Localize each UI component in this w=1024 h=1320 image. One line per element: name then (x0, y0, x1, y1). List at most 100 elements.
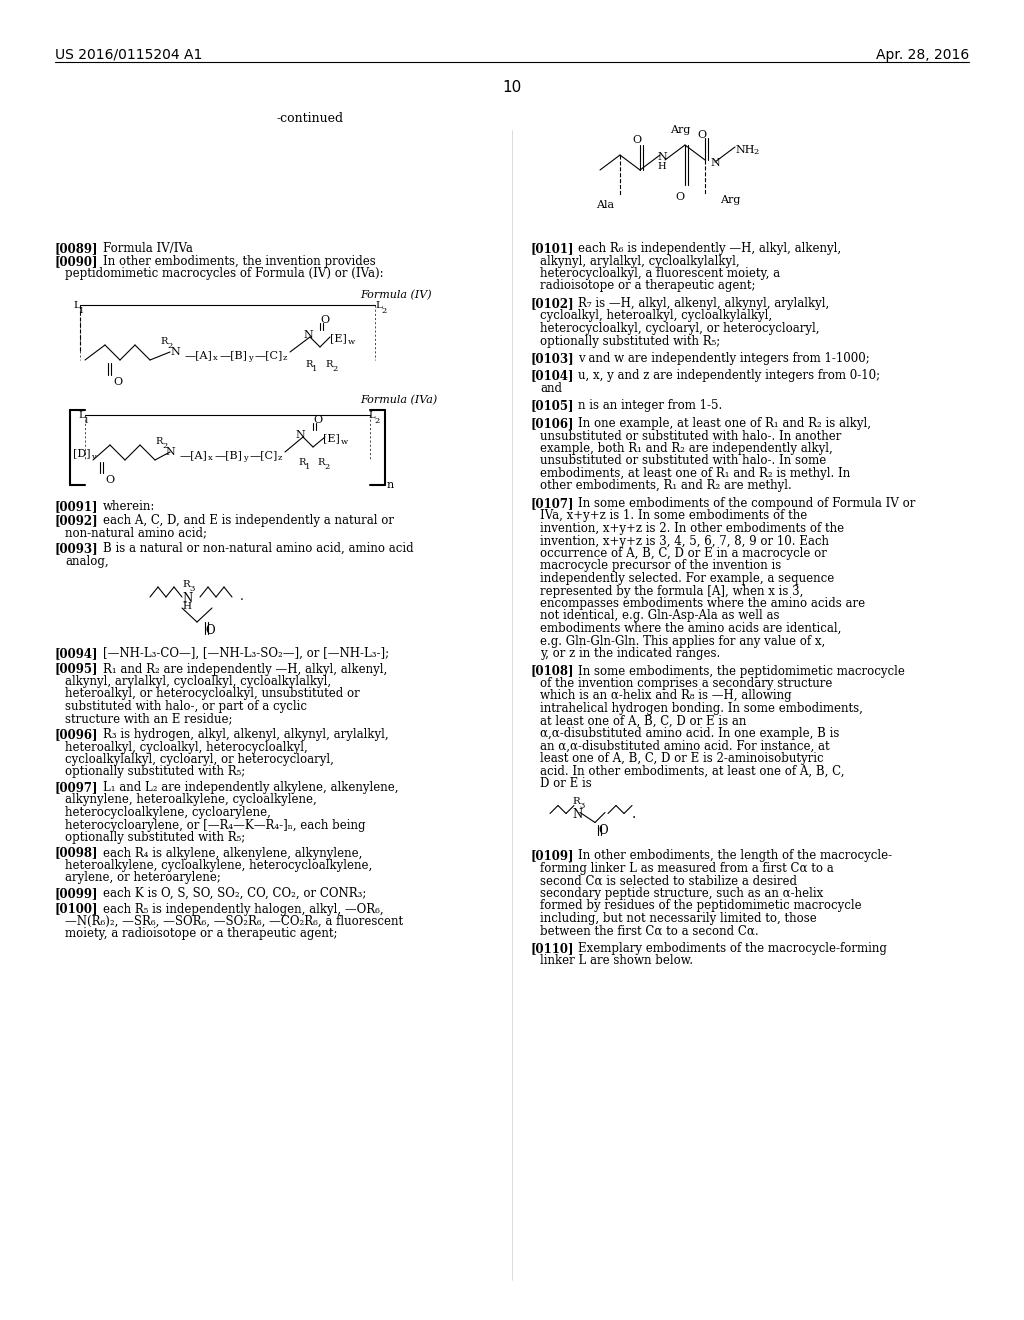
Text: N: N (165, 447, 175, 457)
Text: acid. In other embodiments, at least one of A, B, C,: acid. In other embodiments, at least one… (540, 764, 845, 777)
Text: 3: 3 (189, 585, 195, 593)
Text: substituted with halo-, or part of a cyclic: substituted with halo-, or part of a cyc… (65, 700, 307, 713)
Text: N: N (170, 347, 180, 356)
Text: 1: 1 (79, 308, 84, 315)
Text: [0106]: [0106] (530, 417, 573, 430)
Text: —[B]: —[B] (220, 350, 248, 360)
Text: each A, C, D, and E is independently a natural or: each A, C, D, and E is independently a n… (103, 513, 394, 527)
Text: macrocycle precursor of the invention is: macrocycle precursor of the invention is (540, 560, 781, 573)
Text: of the invention comprises a secondary structure: of the invention comprises a secondary s… (540, 677, 833, 690)
Text: which is an α-helix and R₈ is —H, allowing: which is an α-helix and R₈ is —H, allowi… (540, 689, 792, 702)
Text: L: L (375, 301, 382, 310)
Text: —[A]: —[A] (180, 450, 208, 459)
Text: In other embodiments, the length of the macrocycle-: In other embodiments, the length of the … (578, 850, 892, 862)
Text: —[C]: —[C] (255, 350, 284, 360)
Text: second Cα is selected to stabilize a desired: second Cα is selected to stabilize a des… (540, 874, 797, 887)
Text: [0096]: [0096] (55, 729, 98, 741)
Text: Formula (IVa): Formula (IVa) (360, 395, 437, 405)
Text: each K is O, S, SO, SO₂, CO, CO₂, or CONR₃;: each K is O, S, SO, SO₂, CO, CO₂, or CON… (103, 887, 367, 900)
Text: [D]: [D] (73, 447, 91, 458)
Text: Formula (IV): Formula (IV) (360, 290, 432, 301)
Text: O: O (697, 129, 707, 140)
Text: at least one of A, B, C, D or E is an: at least one of A, B, C, D or E is an (540, 714, 746, 727)
Text: [E]: [E] (323, 433, 340, 444)
Text: an α,α-disubstituted amino acid. For instance, at: an α,α-disubstituted amino acid. For ins… (540, 739, 829, 752)
Text: R: R (572, 796, 580, 805)
Text: R: R (155, 437, 163, 446)
Text: peptidomimetic macrocycles of Formula (IV) or (IVa):: peptidomimetic macrocycles of Formula (I… (65, 268, 384, 281)
Text: O: O (319, 315, 329, 325)
Text: R: R (305, 360, 312, 370)
Text: other embodiments, R₁ and R₂ are methyl.: other embodiments, R₁ and R₂ are methyl. (540, 479, 792, 492)
Text: w: w (348, 338, 355, 346)
Text: [0102]: [0102] (530, 297, 573, 310)
Text: encompasses embodiments where the amino acids are: encompasses embodiments where the amino … (540, 597, 865, 610)
Text: alkynylene, heteroalkylene, cycloalkylene,: alkynylene, heteroalkylene, cycloalkylen… (65, 793, 316, 807)
Text: 2: 2 (381, 308, 386, 315)
Text: optionally substituted with R₅;: optionally substituted with R₅; (65, 832, 246, 843)
Text: R: R (160, 337, 167, 346)
Text: v: v (91, 453, 96, 461)
Text: B is a natural or non-natural amino acid, amino acid: B is a natural or non-natural amino acid… (103, 543, 414, 554)
Text: each R₆ is independently —H, alkyl, alkenyl,: each R₆ is independently —H, alkyl, alke… (578, 242, 841, 255)
Text: y: y (243, 454, 248, 462)
Text: optionally substituted with R₅;: optionally substituted with R₅; (540, 334, 720, 347)
Text: forming linker L as measured from a first Cα to a: forming linker L as measured from a firs… (540, 862, 834, 875)
Text: [0095]: [0095] (55, 663, 98, 676)
Text: O: O (105, 475, 114, 484)
Text: [0110]: [0110] (530, 942, 573, 954)
Text: N: N (303, 330, 312, 341)
Text: cycloalkylalkyl, cycloaryl, or heterocycloaryl,: cycloalkylalkyl, cycloaryl, or heterocyc… (65, 752, 334, 766)
Text: 2: 2 (162, 442, 167, 450)
Text: In some embodiments, the peptidomimetic macrocycle: In some embodiments, the peptidomimetic … (578, 664, 905, 677)
Text: L₁ and L₂ are independently alkylene, alkenylene,: L₁ and L₂ are independently alkylene, al… (103, 781, 398, 795)
Text: R₃ is hydrogen, alkyl, alkenyl, alkynyl, arylalkyl,: R₃ is hydrogen, alkyl, alkenyl, alkynyl,… (103, 729, 389, 741)
Text: N: N (182, 591, 193, 605)
Text: [0099]: [0099] (55, 887, 98, 900)
Text: —[A]: —[A] (185, 350, 213, 360)
Text: .: . (240, 590, 244, 603)
Text: N: N (657, 152, 667, 162)
Text: z: z (278, 454, 283, 462)
Text: optionally substituted with R₅;: optionally substituted with R₅; (65, 766, 246, 779)
Text: O: O (113, 378, 122, 387)
Text: 2: 2 (324, 463, 330, 471)
Text: [—NH-L₃-CO—], [—NH-L₃-SO₂—], or [—NH-L₃-];: [—NH-L₃-CO—], [—NH-L₃-SO₂—], or [—NH-L₃-… (103, 647, 389, 660)
Text: [0090]: [0090] (55, 255, 98, 268)
Text: [0093]: [0093] (55, 543, 98, 554)
Text: —[B]: —[B] (215, 450, 243, 459)
Text: [0089]: [0089] (55, 242, 98, 255)
Text: embodiments, at least one of R₁ and R₂ is methyl. In: embodiments, at least one of R₁ and R₂ i… (540, 467, 850, 480)
Text: e.g. Gln-Gln-Gln. This applies for any value of x,: e.g. Gln-Gln-Gln. This applies for any v… (540, 635, 825, 648)
Text: n: n (387, 480, 394, 490)
Text: y: y (248, 354, 253, 362)
Text: In one example, at least one of R₁ and R₂ is alkyl,: In one example, at least one of R₁ and R… (578, 417, 871, 430)
Text: each R₄ is alkylene, alkenylene, alkynylene,: each R₄ is alkylene, alkenylene, alkynyl… (103, 846, 362, 859)
Text: H: H (657, 162, 666, 172)
Text: independently selected. For example, a sequence: independently selected. For example, a s… (540, 572, 835, 585)
Text: occurrence of A, B, C, D or E in a macrocycle or: occurrence of A, B, C, D or E in a macro… (540, 546, 826, 560)
Text: radioisotope or a therapeutic agent;: radioisotope or a therapeutic agent; (540, 280, 756, 293)
Text: [E]: [E] (330, 333, 347, 343)
Text: [0094]: [0094] (55, 647, 98, 660)
Text: 1: 1 (305, 463, 310, 471)
Text: [0109]: [0109] (530, 850, 573, 862)
Text: example, both R₁ and R₂ are independently alkyl,: example, both R₁ and R₂ are independentl… (540, 442, 833, 455)
Text: embodiments where the amino acids are identical,: embodiments where the amino acids are id… (540, 622, 842, 635)
Text: 2: 2 (167, 342, 172, 350)
Text: IVa, x+y+z is 1. In some embodiments of the: IVa, x+y+z is 1. In some embodiments of … (540, 510, 807, 523)
Text: u, x, y and z are independently integers from 0-10;: u, x, y and z are independently integers… (578, 370, 880, 383)
Text: heteroalkyl, cycloalkyl, heterocycloalkyl,: heteroalkyl, cycloalkyl, heterocycloalky… (65, 741, 308, 754)
Text: arylene, or heteroarylene;: arylene, or heteroarylene; (65, 871, 221, 884)
Text: R: R (182, 579, 189, 589)
Text: Ala: Ala (596, 201, 614, 210)
Text: heteroalkylene, cycloalkylene, heterocycloalkylene,: heteroalkylene, cycloalkylene, heterocyc… (65, 859, 373, 873)
Text: heterocycloarylene, or [—R₄—K—R₄-]ₙ, each being: heterocycloarylene, or [—R₄—K—R₄-]ₙ, eac… (65, 818, 366, 832)
Text: [0091]: [0091] (55, 500, 98, 513)
Text: heterocycloalkyl, cycloaryl, or heterocycloaryl,: heterocycloalkyl, cycloaryl, or heterocy… (540, 322, 819, 335)
Text: invention, x+y+z is 2. In other embodiments of the: invention, x+y+z is 2. In other embodime… (540, 521, 844, 535)
Text: analog,: analog, (65, 554, 109, 568)
Text: linker L are shown below.: linker L are shown below. (540, 954, 693, 968)
Text: [0101]: [0101] (530, 242, 573, 255)
Text: moiety, a radioisotope or a therapeutic agent;: moiety, a radioisotope or a therapeutic … (65, 928, 338, 940)
